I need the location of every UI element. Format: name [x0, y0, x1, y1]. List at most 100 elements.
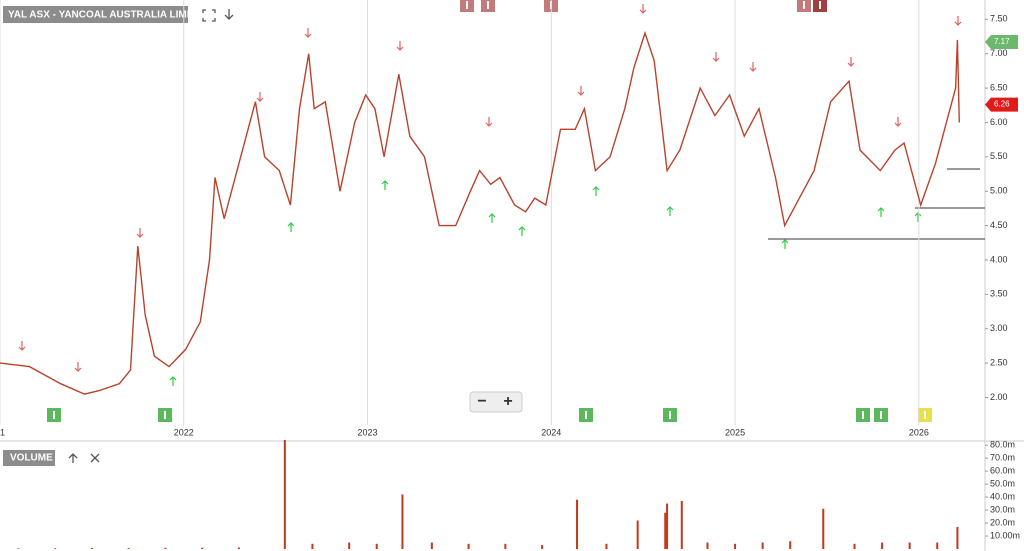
signal-up — [592, 186, 600, 196]
event-marker-glyph — [880, 411, 882, 419]
event-marker-glyph — [924, 411, 926, 419]
volume-bar — [680, 500, 683, 549]
volume-bar — [706, 542, 709, 549]
y-tick-label: 80.0m — [990, 440, 1015, 450]
volume-bar — [348, 542, 351, 549]
volume-bar — [237, 547, 240, 549]
y-tick-label: 5.00 — [990, 186, 1008, 196]
event-marker-glyph — [862, 411, 864, 419]
signal-up — [877, 207, 885, 217]
x-tick-label: 2026 — [909, 427, 929, 437]
y-tick-label: 4.50 — [990, 220, 1008, 230]
panel-icons — [68, 9, 234, 463]
event-marker-glyph — [585, 411, 587, 419]
signal-down — [577, 86, 585, 96]
signal-down — [954, 16, 962, 26]
y-tick-label: 5.50 — [990, 151, 1008, 161]
volume-bar — [311, 543, 314, 549]
x-tick-label: 2023 — [358, 427, 378, 437]
signal-down — [304, 28, 312, 38]
y-tick-label: 10.00m — [990, 530, 1020, 540]
x-tick-label: 2022 — [174, 427, 194, 437]
y-tick-label: 70.0m — [990, 453, 1015, 463]
volume-bar — [283, 440, 286, 549]
price-line — [0, 30, 960, 395]
signal-down — [396, 41, 404, 51]
fullscreen-icon[interactable] — [202, 9, 216, 22]
price-tag-label: 6.26 — [994, 100, 1010, 109]
event-marker-glyph — [164, 411, 166, 419]
volume-bar — [576, 499, 579, 549]
signal-down — [847, 57, 855, 67]
chart-title: YAL ASX - YANCOAL AUSTRALIA LIMITED — [8, 10, 210, 21]
price-tag-label: 7.17 — [994, 37, 1010, 46]
volume-bar — [636, 520, 639, 549]
up-icon[interactable] — [68, 453, 78, 463]
signal-up — [518, 226, 526, 236]
volume-bar — [936, 542, 939, 549]
volume-bar — [54, 548, 57, 549]
y-tick-label: 2.00 — [990, 392, 1008, 402]
y-tick-label: 3.00 — [990, 323, 1008, 333]
signal-up — [488, 213, 496, 223]
event-marker-glyph — [669, 411, 671, 419]
volume-bar — [504, 543, 507, 549]
event-marker-glyph — [803, 1, 805, 9]
down-icon[interactable] — [224, 9, 234, 20]
zoom-out-button[interactable]: − — [477, 393, 486, 410]
volume-bar — [430, 542, 433, 549]
volume-bar — [467, 543, 470, 549]
volume-bar — [90, 547, 93, 549]
event-marker-glyph — [487, 1, 489, 9]
signal-down — [74, 362, 82, 372]
y-tick-label: 6.50 — [990, 82, 1008, 92]
zoom-in-button[interactable]: + — [503, 393, 512, 410]
signal-down — [18, 341, 26, 351]
signal-down — [256, 92, 264, 102]
volume-bar — [375, 543, 378, 549]
signal-up — [169, 376, 177, 386]
y-tick-label: 50.0m — [990, 478, 1015, 488]
volume-bar — [664, 512, 667, 549]
close-icon[interactable] — [90, 453, 100, 463]
y-tick-label: 7.50 — [990, 14, 1008, 24]
signal-up — [287, 222, 295, 232]
signal-up — [781, 239, 789, 249]
volume-bar — [201, 547, 204, 549]
volume-bar — [401, 494, 404, 549]
signal-up — [381, 180, 389, 190]
volume-bar — [956, 526, 959, 549]
volume-bar — [908, 542, 911, 549]
volume-bar — [666, 503, 669, 549]
y-tick-label: 3.50 — [990, 289, 1008, 299]
y-tick-label: 4.00 — [990, 254, 1008, 264]
volume-bar — [164, 547, 167, 549]
volume-bar — [734, 543, 737, 549]
y-tick-label: 60.0m — [990, 466, 1015, 476]
volume-bar — [541, 545, 544, 549]
event-marker-glyph — [819, 1, 821, 9]
signal-down — [639, 4, 647, 14]
support-lines — [768, 168, 985, 240]
volume-bar — [881, 542, 884, 549]
zoom-box — [469, 391, 523, 413]
volume-bar — [17, 548, 20, 549]
x-tick-label: 2025 — [725, 427, 745, 437]
y-tick-label: 7.00 — [990, 48, 1008, 58]
volume-title: VOLUME — [10, 453, 53, 464]
signal-down — [749, 62, 757, 72]
signal-down — [136, 228, 144, 238]
signal-down — [712, 52, 720, 62]
volume-bar — [761, 542, 764, 549]
price-tag — [985, 35, 1018, 50]
signal-down — [485, 117, 493, 127]
volume-bar — [789, 541, 792, 549]
volume-bar — [605, 543, 608, 549]
signal-up — [914, 212, 922, 222]
y-tick-label: 6.00 — [990, 117, 1008, 127]
x-tick-label: 21 — [0, 427, 5, 437]
title-box — [3, 6, 188, 23]
volume-title-box — [3, 450, 55, 466]
